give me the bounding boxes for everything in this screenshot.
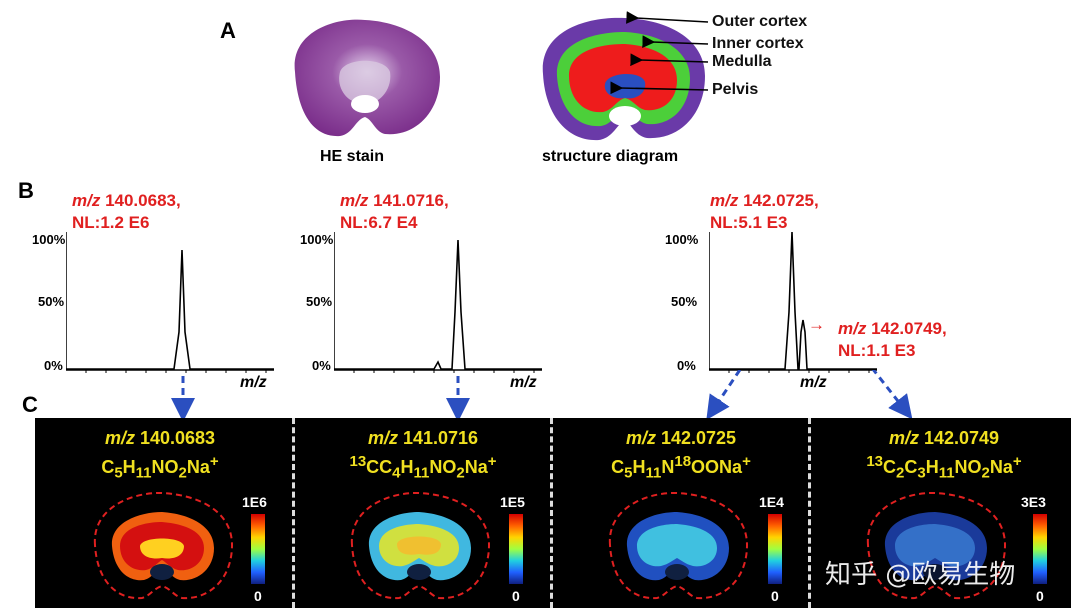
image-3-kidney — [608, 491, 749, 600]
y-tick-50: 50% — [306, 294, 333, 309]
region-arrows — [610, 11, 709, 95]
y-tick-0: 0% — [312, 358, 331, 373]
image-1-formula: C5H11NO2Na+ — [101, 453, 219, 482]
region-label-outer-cortex: Outer cortex — [712, 13, 808, 30]
image-4-colorbar — [1033, 514, 1047, 584]
spectrum-3-label: m/z 142.0725, NL:5.1 E3 — [710, 191, 819, 232]
y-tick-100: 100% — [665, 232, 699, 247]
region-label-medulla: Medulla — [712, 53, 772, 70]
panel-divider — [808, 418, 811, 608]
spectrum-1-label: m/z 140.0683, NL:1.2 E6 — [72, 191, 181, 232]
spectrum-2-xlabel: m/z — [510, 374, 537, 391]
watermark-text: 知乎 @欧易生物 — [825, 560, 1016, 590]
y-tick-50: 50% — [671, 294, 698, 309]
image-1-scale-top: 1E6 — [242, 494, 267, 510]
image-1-colorbar — [251, 514, 265, 584]
spectrum-2-plot — [334, 232, 542, 373]
image-3-scale-top: 1E4 — [759, 494, 784, 510]
image-3-colorbar — [768, 514, 782, 584]
structure-diagram — [542, 17, 705, 141]
image-1-title: m/z 140.0683 C5H11NO2Na+ — [101, 428, 219, 482]
image-2-kidney — [350, 491, 491, 600]
structure-diagram-caption: structure diagram — [542, 148, 679, 165]
image-3-formula: C5H11N18OONa+ — [611, 453, 751, 482]
y-tick-0: 0% — [44, 358, 63, 373]
spectrum-3-xlabel: m/z — [800, 374, 827, 391]
image-1-scale-bottom: 0 — [254, 588, 262, 604]
y-tick-0: 0% — [677, 358, 696, 373]
image-4-formula: 13C2C3H11NO2Na+ — [866, 453, 1022, 482]
image-2-scale-top: 1E5 — [500, 494, 525, 510]
panel-b-letter: B — [18, 178, 34, 203]
dashed-arrows — [171, 370, 913, 420]
image-4-scale-top: 3E3 — [1021, 494, 1046, 510]
extra-peak-label: m/z 142.0749, NL:1.1 E3 — [838, 319, 947, 360]
he-stain-caption: HE stain — [320, 148, 385, 165]
spectrum-2-label: m/z 141.0716, NL:6.7 E4 — [340, 191, 449, 232]
image-2-title: m/z 141.0716 13CC4H11NO2Na+ — [349, 428, 497, 482]
image-4-title: m/z 142.0749 13C2C3H11NO2Na+ — [866, 428, 1022, 482]
image-4-scale-bottom: 0 — [1036, 588, 1044, 604]
image-2-colorbar — [509, 514, 523, 584]
panel-divider — [550, 418, 553, 608]
image-1-kidney — [93, 491, 234, 600]
spectrum-1-xlabel: m/z — [240, 374, 267, 391]
image-3-title: m/z 142.0725 C5H11N18OONa+ — [611, 428, 751, 482]
y-tick-100: 100% — [32, 232, 66, 247]
region-label-pelvis: Pelvis — [712, 81, 759, 98]
extra-peak-arrow: → — [808, 315, 825, 334]
y-tick-50: 50% — [38, 294, 65, 309]
region-label-inner-cortex: Inner cortex — [712, 35, 804, 52]
panel-divider — [292, 418, 295, 608]
panel-a-letter: A — [220, 18, 236, 43]
spectrum-3-plot — [709, 232, 877, 373]
image-2-scale-bottom: 0 — [512, 588, 520, 604]
panel-c-letter: C — [22, 392, 38, 417]
image-4-kidney — [866, 491, 1007, 600]
image-2-formula: 13CC4H11NO2Na+ — [349, 453, 497, 482]
image-3-scale-bottom: 0 — [771, 588, 779, 604]
spectrum-1-plot — [66, 232, 274, 373]
he-stain-image — [294, 19, 440, 137]
imaging-panel: m/z 140.0683 C5H11NO2Na+ 1E6 0 m/z 141.0… — [35, 418, 1071, 608]
y-tick-100: 100% — [300, 232, 334, 247]
